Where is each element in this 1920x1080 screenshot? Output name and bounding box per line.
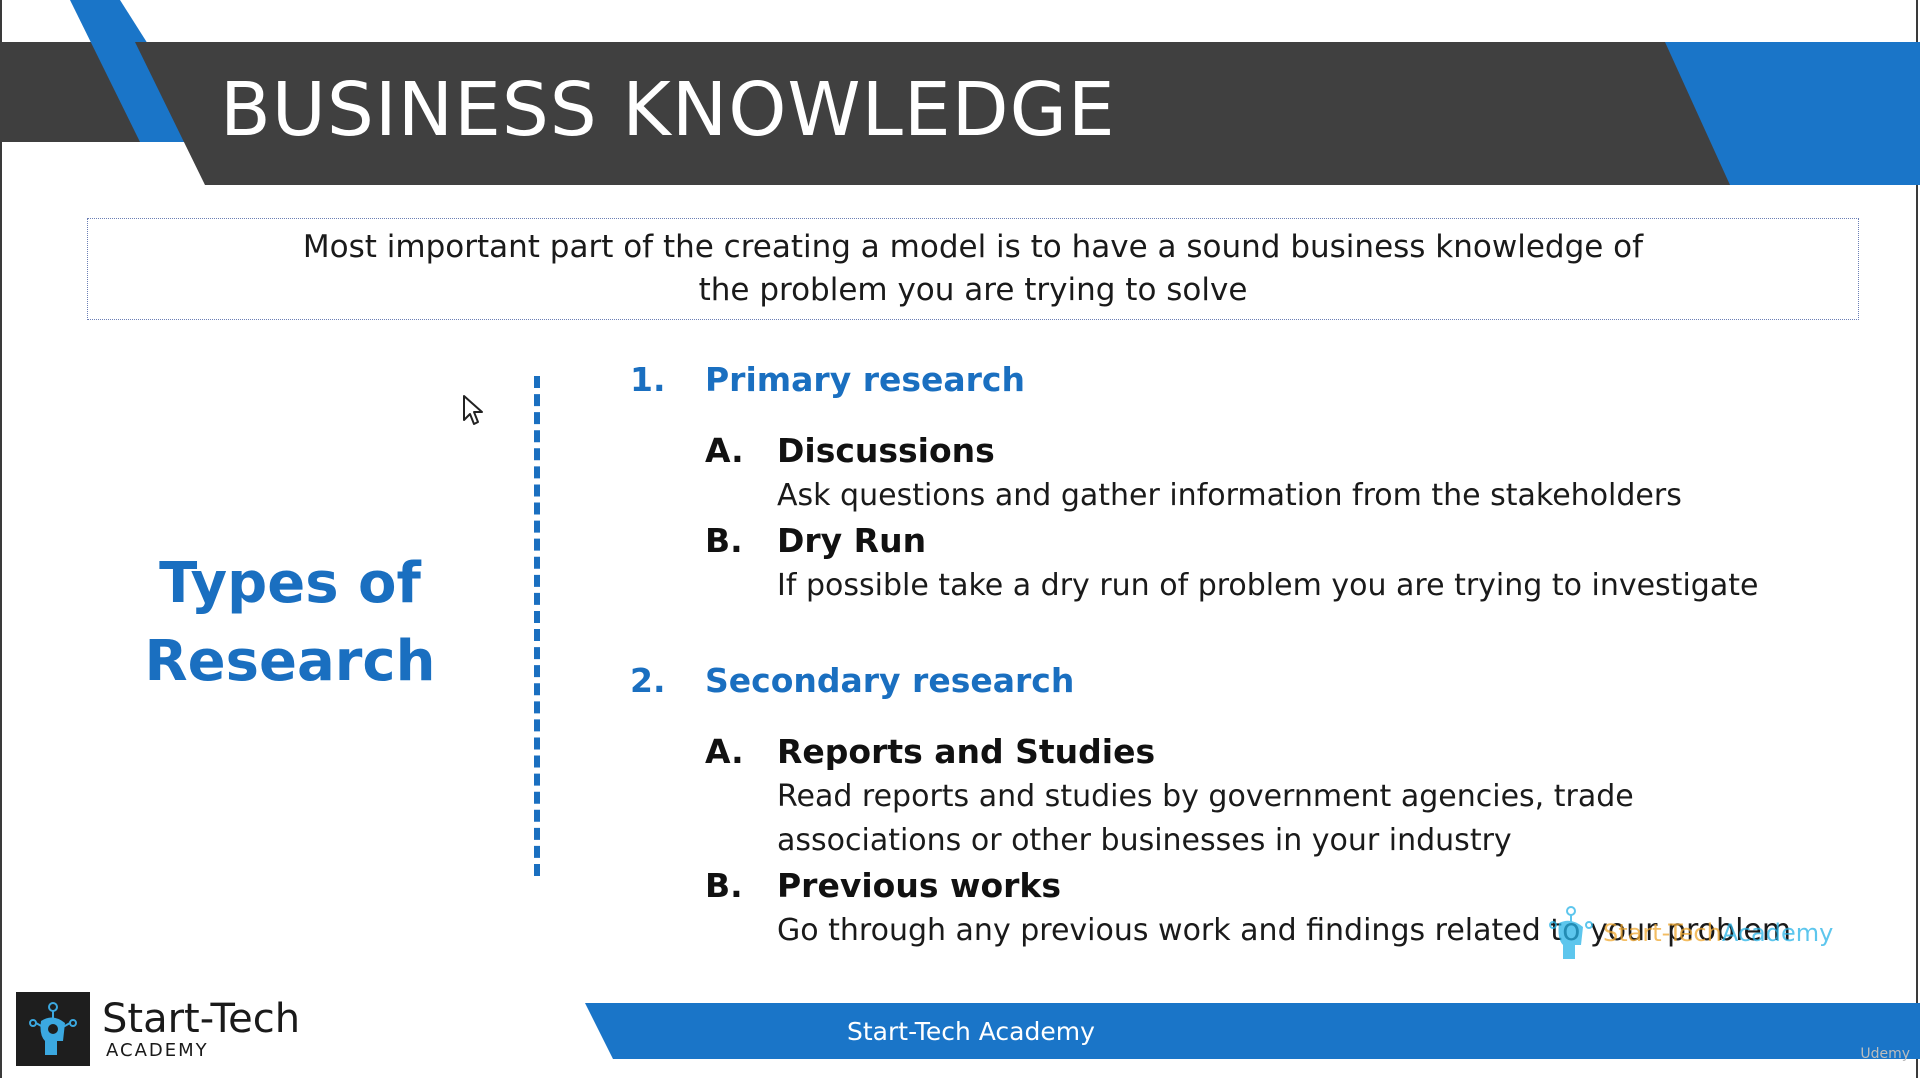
item-title-text: Dry Run <box>777 521 927 560</box>
list-item: A. Reports and Studies Read reports and … <box>705 729 1817 863</box>
footer-bar: Start-Tech Academy <box>585 1003 1920 1059</box>
watermark: Start-TechAcademy <box>1545 905 1833 961</box>
logo-mark <box>16 992 90 1066</box>
logo: Start-Tech ACADEMY <box>16 992 300 1066</box>
robot-head-icon <box>29 1002 77 1055</box>
list-item: B. Previous works Go through any previou… <box>705 863 1817 953</box>
side-heading: Types of Research <box>120 545 460 701</box>
section-number: 1. <box>630 360 666 399</box>
section-items-primary: A. Discussions Ask questions and gather … <box>630 428 1758 608</box>
mouse-cursor-icon <box>463 395 483 425</box>
item-letter: A. <box>705 431 744 470</box>
udemy-watermark: Udemy <box>1860 1046 1910 1062</box>
item-title-text: Previous works <box>777 866 1061 905</box>
intro-text: Most important part of the creating a mo… <box>302 229 1644 308</box>
side-heading-line2: Research <box>144 629 436 694</box>
watermark-text: Start-TechAcademy <box>1603 919 1834 947</box>
logo-subtitle: ACADEMY <box>106 1040 209 1061</box>
footer-text: Start-Tech Academy <box>847 1016 1095 1046</box>
section-heading-secondary: 2. Secondary research <box>630 651 1074 711</box>
logo-name: Start-Tech <box>102 996 301 1042</box>
page-title: BUSINESS KNOWLEDGE <box>220 67 1116 153</box>
robot-head-icon <box>1549 906 1593 959</box>
item-description: If possible take a dry run of problem yo… <box>777 568 1759 603</box>
section-heading-primary: 1. Primary research <box>630 350 1025 410</box>
logo-text: Start-Tech ACADEMY <box>102 997 300 1061</box>
section-items-secondary: A. Reports and Studies Read reports and … <box>630 729 1817 953</box>
section-title: Primary research <box>705 360 1025 399</box>
item-letter: B. <box>705 866 743 905</box>
item-description: Ask questions and gather information fro… <box>777 478 1682 513</box>
dashed-divider <box>534 376 540 876</box>
title-bar <box>135 42 1735 185</box>
item-title: A. Discussions <box>705 428 1758 474</box>
side-heading-line1: Types of <box>159 551 421 616</box>
item-letter: B. <box>705 521 743 560</box>
list-item: B. Dry Run If possible take a dry run of… <box>705 518 1758 608</box>
section-title: Secondary research <box>705 661 1075 700</box>
item-title: B. Previous works <box>705 863 1817 909</box>
intro-box: Most important part of the creating a mo… <box>87 218 1859 320</box>
item-title: B. Dry Run <box>705 518 1758 564</box>
item-description: Go through any previous work and finding… <box>777 913 1792 948</box>
item-letter: A. <box>705 732 744 771</box>
item-title-text: Reports and Studies <box>777 732 1156 771</box>
item-description: Read reports and studies by government a… <box>777 779 1634 858</box>
section-number: 2. <box>630 661 666 700</box>
list-item: A. Discussions Ask questions and gather … <box>705 428 1758 518</box>
item-title: A. Reports and Studies <box>705 729 1817 775</box>
item-title-text: Discussions <box>777 431 995 470</box>
